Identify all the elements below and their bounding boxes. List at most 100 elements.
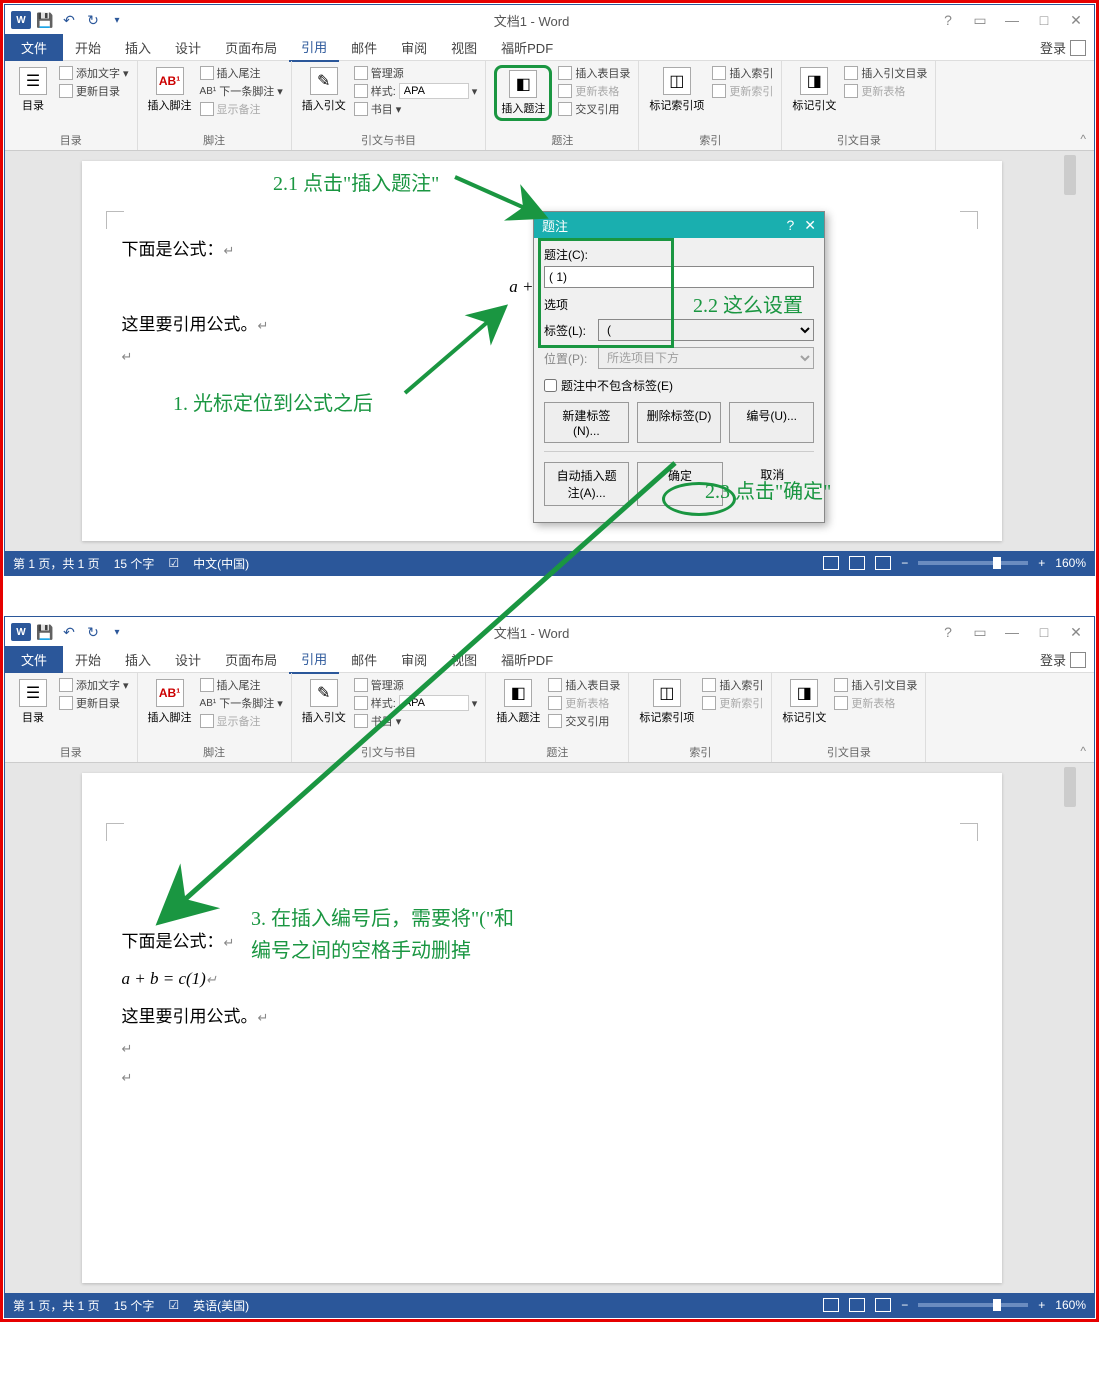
auto-caption-button[interactable]: 自动插入题注(A)...	[544, 462, 629, 506]
status-words[interactable]: 15 个字	[114, 1297, 155, 1314]
exclude-checkbox-row[interactable]: 题注中不包含标签(E)	[544, 377, 814, 394]
manage-sources-button[interactable]: 管理源	[354, 65, 478, 81]
collapse-ribbon-icon[interactable]: ^	[1072, 128, 1094, 150]
undo-icon[interactable]: ↶	[59, 622, 79, 642]
document-area[interactable]: 下面是公式：↵ a + b = c 这里要引用公式。↵ ↵ 题注 ?✕ 题注(C…	[5, 151, 1094, 551]
update-toc-button[interactable]: 更新目录	[59, 83, 129, 99]
tab-insert[interactable]: 插入	[113, 646, 163, 673]
tab-mailings[interactable]: 邮件	[339, 646, 389, 673]
tab-design[interactable]: 设计	[163, 34, 213, 61]
insert-toa-button[interactable]: 插入引文目录	[844, 65, 927, 81]
manage-sources-button[interactable]: 管理源	[354, 677, 478, 693]
tab-foxit[interactable]: 福昕PDF	[489, 646, 565, 673]
dialog-help-icon[interactable]: ?	[786, 217, 794, 234]
tab-mailings[interactable]: 邮件	[339, 34, 389, 61]
citation-style[interactable]: 样式: ▾	[354, 83, 478, 99]
status-proofing-icon[interactable]: ☑	[168, 556, 179, 570]
mark-citation-button[interactable]: ◨标记引文	[780, 677, 828, 727]
insert-footnote-button[interactable]: AB¹插入脚注	[146, 677, 194, 727]
update-toa-button[interactable]: 更新表格	[834, 695, 917, 711]
login-link[interactable]: 登录	[1040, 650, 1094, 669]
read-mode-icon[interactable]	[823, 556, 839, 570]
bibliography-button[interactable]: 书目 ▾	[354, 713, 478, 729]
toc-button[interactable]: ☰目录	[13, 65, 53, 115]
show-notes-button[interactable]: 显示备注	[200, 101, 283, 117]
zoom-slider[interactable]	[918, 1303, 1028, 1307]
dialog-titlebar[interactable]: 题注 ?✕	[534, 212, 824, 238]
tab-layout[interactable]: 页面布局	[213, 646, 289, 673]
help-icon[interactable]: ?	[936, 12, 960, 29]
mark-entry-button[interactable]: ◫标记索引项	[637, 677, 696, 727]
insert-caption-button[interactable]: ◧插入题注	[494, 65, 552, 121]
tab-file[interactable]: 文件	[5, 34, 63, 61]
update-toc-button[interactable]: 更新目录	[59, 695, 129, 711]
maximize-icon[interactable]: □	[1032, 12, 1056, 29]
insert-index-button[interactable]: 插入索引	[712, 65, 773, 81]
dialog-close-icon[interactable]: ✕	[804, 217, 816, 234]
insert-caption-button[interactable]: ◧插入题注	[494, 677, 542, 727]
update-index-button[interactable]: 更新索引	[712, 83, 773, 99]
maximize-icon[interactable]: □	[1032, 624, 1056, 641]
next-footnote-button[interactable]: AB¹下一条脚注 ▾	[200, 83, 283, 99]
status-words[interactable]: 15 个字	[114, 555, 155, 572]
login-link[interactable]: 登录	[1040, 38, 1094, 57]
scrollbar-thumb[interactable]	[1064, 155, 1076, 195]
cross-reference-button[interactable]: 交叉引用	[558, 101, 630, 117]
update-table-button[interactable]: 更新表格	[548, 695, 620, 711]
minimize-icon[interactable]: —	[1000, 12, 1024, 29]
web-layout-icon[interactable]	[875, 1298, 891, 1312]
status-zoom[interactable]: 160%	[1055, 1298, 1086, 1312]
document-area[interactable]: 下面是公式：↵ a + b = c(1)↵ 这里要引用公式。↵ ↵ ↵	[5, 763, 1094, 1293]
toc-button[interactable]: ☰目录	[13, 677, 53, 727]
tab-insert[interactable]: 插入	[113, 34, 163, 61]
print-layout-icon[interactable]	[849, 556, 865, 570]
mark-citation-button[interactable]: ◨标记引文	[790, 65, 838, 115]
close-icon[interactable]: ✕	[1064, 624, 1088, 641]
insert-citation-button[interactable]: ✎插入引文	[300, 677, 348, 727]
tab-review[interactable]: 审阅	[389, 34, 439, 61]
insert-table-of-figures-button[interactable]: 插入表目录	[558, 65, 630, 81]
status-page[interactable]: 第 1 页，共 1 页	[13, 1297, 100, 1314]
citation-style[interactable]: 样式: ▾	[354, 695, 478, 711]
caption-input[interactable]	[544, 266, 814, 288]
status-lang[interactable]: 英语(美国)	[193, 1297, 249, 1314]
tab-design[interactable]: 设计	[163, 646, 213, 673]
tab-layout[interactable]: 页面布局	[213, 34, 289, 61]
scrollbar-thumb[interactable]	[1064, 767, 1076, 807]
mark-entry-button[interactable]: ◫标记索引项	[647, 65, 706, 115]
add-text-button[interactable]: 添加文字 ▾	[59, 677, 129, 693]
insert-citation-button[interactable]: ✎插入引文	[300, 65, 348, 115]
status-zoom[interactable]: 160%	[1055, 556, 1086, 570]
cross-reference-button[interactable]: 交叉引用	[548, 713, 620, 729]
undo-icon[interactable]: ↶	[59, 10, 79, 30]
tab-file[interactable]: 文件	[5, 646, 63, 673]
show-notes-button[interactable]: 显示备注	[200, 713, 283, 729]
zoom-in-icon[interactable]: +	[1038, 1298, 1045, 1312]
new-label-button[interactable]: 新建标签(N)...	[544, 402, 629, 443]
web-layout-icon[interactable]	[875, 556, 891, 570]
tab-view[interactable]: 视图	[439, 34, 489, 61]
label-select[interactable]: (	[598, 319, 814, 341]
print-layout-icon[interactable]	[849, 1298, 865, 1312]
tab-home[interactable]: 开始	[63, 646, 113, 673]
tab-review[interactable]: 审阅	[389, 646, 439, 673]
delete-label-button[interactable]: 删除标签(D)	[637, 402, 722, 443]
ribbon-options-icon[interactable]: ▭	[968, 12, 992, 29]
update-table-button[interactable]: 更新表格	[558, 83, 630, 99]
status-page[interactable]: 第 1 页，共 1 页	[13, 555, 100, 572]
redo-icon[interactable]: ↻	[83, 10, 103, 30]
insert-table-of-figures-button[interactable]: 插入表目录	[548, 677, 620, 693]
next-footnote-button[interactable]: AB¹下一条脚注 ▾	[200, 695, 283, 711]
ribbon-options-icon[interactable]: ▭	[968, 624, 992, 641]
add-text-button[interactable]: 添加文字 ▾	[59, 65, 129, 81]
save-icon[interactable]: 💾	[35, 622, 55, 642]
zoom-out-icon[interactable]: −	[901, 556, 908, 570]
cancel-button[interactable]: 取消	[731, 462, 814, 506]
close-icon[interactable]: ✕	[1064, 12, 1088, 29]
tab-foxit[interactable]: 福昕PDF	[489, 34, 565, 61]
tab-view[interactable]: 视图	[439, 646, 489, 673]
tab-home[interactable]: 开始	[63, 34, 113, 61]
update-toa-button[interactable]: 更新表格	[844, 83, 927, 99]
numbering-button[interactable]: 编号(U)...	[729, 402, 814, 443]
style-select[interactable]	[399, 83, 469, 99]
